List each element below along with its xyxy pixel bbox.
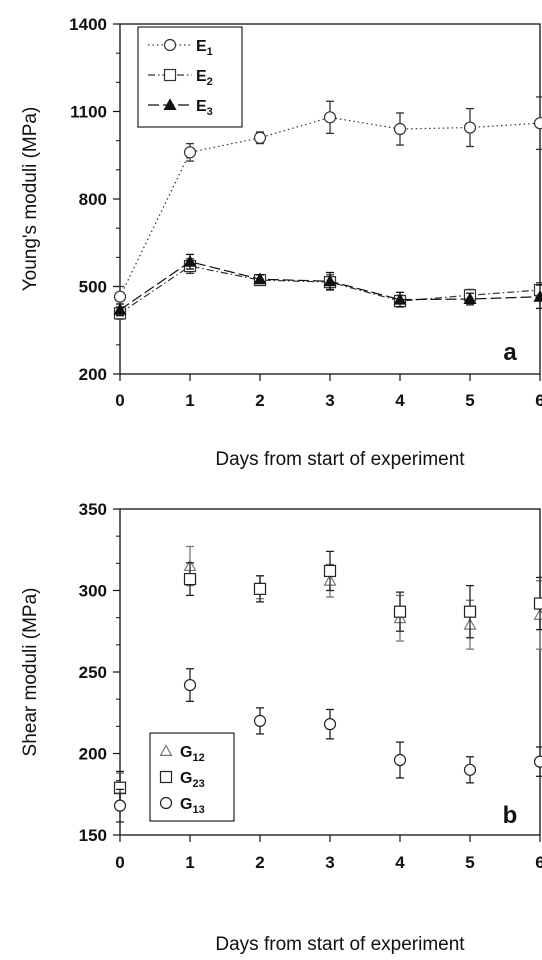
data-point: [533, 289, 542, 302]
y-tick-label: 1100: [70, 103, 107, 122]
data-point: [463, 763, 477, 776]
data-point: [253, 131, 267, 144]
legend-marker: [159, 744, 173, 757]
x-tick-label: 3: [325, 391, 334, 410]
legend-box: [137, 26, 243, 128]
data-point: [183, 572, 197, 586]
x-tick-label: 3: [325, 853, 334, 872]
x-tick-label: 2: [255, 391, 264, 410]
legend-marker: [159, 796, 173, 810]
data-point: [323, 564, 337, 578]
x-tick-label: 1: [185, 853, 194, 872]
series-line: [119, 116, 541, 297]
data-point: [323, 111, 337, 124]
data-point: [393, 292, 407, 305]
data-point: [533, 117, 542, 130]
x-axis-title: Days from start of experiment: [215, 449, 465, 470]
data-point: [393, 605, 407, 618]
chart-panel-b: 150 200 250 300 350 0 1 2 3 4 5 6 Days from start of…: [20, 500, 542, 955]
data-point: [323, 718, 337, 731]
data-point: [533, 755, 542, 768]
y-tick-label: 200: [79, 745, 107, 764]
legend-marker: [163, 98, 177, 111]
data-point: [463, 121, 477, 134]
data-point: [253, 714, 267, 728]
legend-marker: [159, 770, 173, 784]
x-tick-label: 1: [185, 391, 194, 410]
y-tick-label: 150: [79, 826, 107, 845]
series-e3: [113, 253, 542, 317]
data-point: [533, 597, 542, 610]
series-e1: [113, 96, 542, 308]
y-tick-label: 250: [79, 663, 107, 682]
series-e2: [113, 258, 542, 320]
x-tick-label: 5: [465, 853, 474, 872]
x-tick-label: 6: [535, 391, 542, 410]
x-axis-title: Days from start of experiment: [215, 934, 465, 955]
data-point: [393, 753, 407, 767]
panel-label: b: [503, 802, 518, 829]
data-point: [323, 274, 337, 287]
y-tick-label: 1400: [69, 15, 107, 34]
x-tick-label: 0: [115, 391, 124, 410]
y-axis-title: Shear moduli (MPa): [20, 588, 41, 757]
legend-marker: [163, 68, 177, 82]
data-point: [183, 678, 197, 692]
x-tick-label: 0: [115, 853, 124, 872]
data-point: [253, 272, 267, 285]
data-point: [463, 605, 477, 618]
data-point: [183, 146, 197, 159]
y-tick-label: 350: [79, 500, 107, 519]
data-point: [113, 799, 127, 812]
y-axis-title: Young's moduli (MPa): [20, 107, 41, 292]
x-tick-label: 4: [395, 391, 405, 410]
series-g13: [113, 668, 542, 823]
data-point: [393, 122, 407, 136]
legend-marker: [163, 38, 177, 52]
data-point: [533, 608, 542, 620]
panel-label: a: [503, 339, 517, 366]
x-tick-label: 2: [255, 853, 264, 872]
y-tick-label: 300: [79, 582, 107, 601]
x-tick-label: 5: [465, 391, 474, 410]
y-tick-label: 500: [79, 278, 107, 297]
y-tick-label: 800: [79, 190, 107, 209]
data-point: [463, 292, 477, 305]
y-tick-label: 200: [79, 365, 107, 384]
data-point: [113, 303, 127, 315]
chart-panel-a: 200 500 800 1100 1400 0 1 2 3 4 5 6 Days from start …: [20, 15, 542, 470]
data-point: [183, 254, 197, 267]
x-tick-label: 4: [395, 853, 405, 872]
x-tick-label: 6: [535, 853, 542, 872]
data-point: [253, 582, 267, 595]
data-point: [113, 290, 127, 303]
